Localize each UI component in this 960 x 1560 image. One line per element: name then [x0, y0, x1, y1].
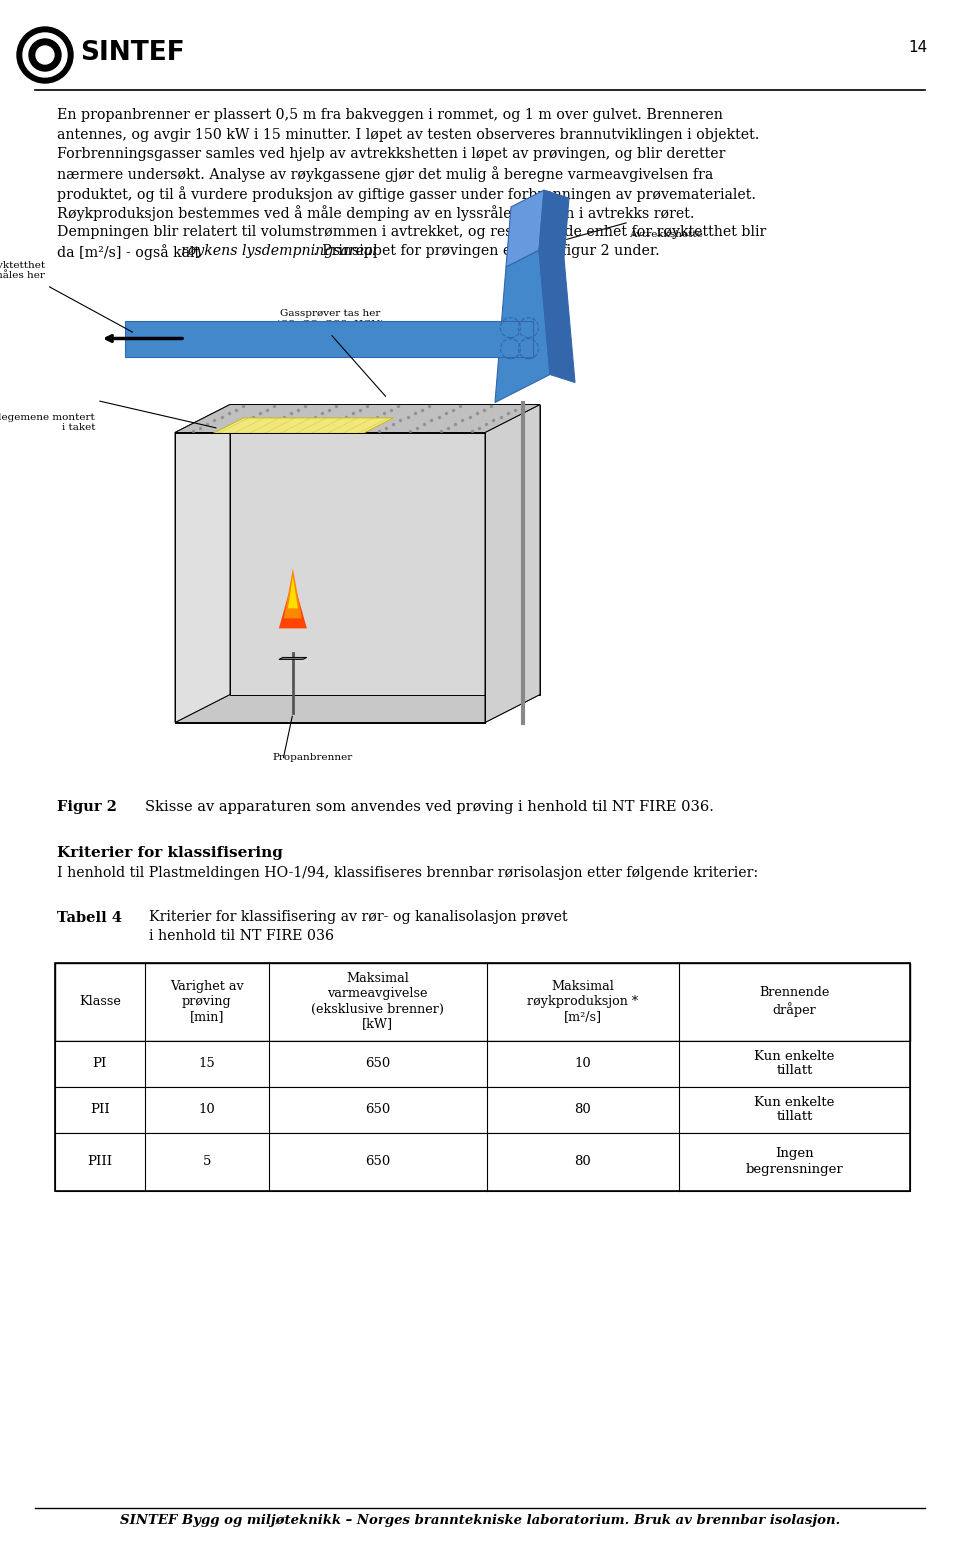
Text: 650: 650	[365, 1103, 391, 1115]
Bar	[55, 1086, 910, 1133]
Text: da [m²/s] - også kalt: da [m²/s] - også kalt	[57, 245, 204, 261]
Text: Brennende
dråper: Brennende dråper	[759, 986, 829, 1017]
Text: PI: PI	[93, 1058, 108, 1070]
Polygon shape	[125, 320, 533, 357]
Text: I henhold til Plastmeldingen HO-1/94, klassifiseres brennbar rørisolasjon etter : I henhold til Plastmeldingen HO-1/94, kl…	[57, 866, 758, 880]
Text: Forbrenningsgasser samles ved hjelp av avtrekkshetten i løpet av prøvingen, og b: Forbrenningsgasser samles ved hjelp av a…	[57, 147, 726, 161]
Text: 80: 80	[575, 1103, 591, 1115]
Text: Skisse av apparaturen som anvendes ved prøving i henhold til NT FIRE 036.: Skisse av apparaturen som anvendes ved p…	[145, 800, 714, 814]
Text: Optisk røyktetthet
måles her: Optisk røyktetthet måles her	[0, 261, 45, 281]
Polygon shape	[175, 694, 540, 722]
Text: Kun enkelte
tillatt: Kun enkelte tillatt	[755, 1050, 835, 1078]
Text: SINTEF: SINTEF	[80, 41, 184, 66]
Text: PII: PII	[90, 1103, 109, 1115]
Text: Figur 2: Figur 2	[57, 800, 117, 814]
Text: Dempningen blir relatert til volumstrømmen i avtrekket, og resulterende enhet fo: Dempningen blir relatert til volumstrømm…	[57, 225, 766, 239]
Text: Gassprøver tas her
(O2, CO, CO2, HCN): Gassprøver tas her (O2, CO, CO2, HCN)	[276, 309, 384, 329]
Text: Maksimal
varmeavgivelse
(eksklusive brenner)
[kW]: Maksimal varmeavgivelse (eksklusive bren…	[311, 972, 444, 1031]
Text: 14: 14	[909, 41, 928, 55]
Text: antennes, og avgir 150 kW i 15 minutter. I løpet av testen observeres brannutvik: antennes, og avgir 150 kW i 15 minutter.…	[57, 128, 759, 142]
Text: 10: 10	[575, 1058, 591, 1070]
Text: 650: 650	[365, 1154, 391, 1168]
Text: 650: 650	[365, 1058, 391, 1070]
Text: nærmere undersøkt. Analyse av røykgassene gjør det mulig å beregne varmeavgivels: nærmere undersøkt. Analyse av røykgassen…	[57, 167, 713, 183]
Circle shape	[36, 45, 54, 64]
Text: Varighet av
prøving
[min]: Varighet av prøving [min]	[170, 980, 244, 1023]
Text: Ingen
begrensninger: Ingen begrensninger	[746, 1148, 844, 1176]
Polygon shape	[175, 404, 230, 722]
Text: . Prinsippet for prøvingen er vist i figur 2 under.: . Prinsippet for prøvingen er vist i fig…	[313, 245, 660, 259]
Text: Tabell 4: Tabell 4	[57, 911, 122, 925]
Circle shape	[23, 33, 67, 76]
Text: 15: 15	[199, 1058, 215, 1070]
Polygon shape	[230, 404, 540, 694]
Polygon shape	[213, 418, 394, 434]
Polygon shape	[279, 657, 307, 660]
Polygon shape	[278, 579, 307, 629]
Text: Klasse: Klasse	[79, 995, 121, 1008]
Polygon shape	[539, 190, 569, 257]
Text: SINTEF Bygg og miljøteknikk – Norges branntekniske laboratorium. Bruk av brennba: SINTEF Bygg og miljøteknikk – Norges bra…	[120, 1515, 840, 1527]
Text: PIII: PIII	[87, 1154, 112, 1168]
Text: Røykproduksjon bestemmes ved å måle demping av en lyssråle i røyken i avtrekks r: Røykproduksjon bestemmes ved å måle demp…	[57, 206, 694, 222]
Text: Avtrekkshette: Avtrekkshette	[629, 229, 703, 239]
Text: 5: 5	[203, 1154, 211, 1168]
Polygon shape	[495, 250, 550, 402]
Text: Maksimal
røykproduksjon *
[m²/s]: Maksimal røykproduksjon * [m²/s]	[527, 980, 638, 1023]
Polygon shape	[485, 404, 540, 722]
Text: Kriterier for klassifisering: Kriterier for klassifisering	[57, 846, 283, 860]
Bar	[55, 1041, 910, 1086]
Text: En propanbrenner er plassert 0,5 m fra bakveggen i rommet, og 1 m over gulvet. B: En propanbrenner er plassert 0,5 m fra b…	[57, 108, 723, 122]
Text: 10: 10	[199, 1103, 215, 1115]
Text: Propanbrenner: Propanbrenner	[273, 753, 353, 763]
Circle shape	[17, 27, 73, 83]
Text: røykens lysdempningsareal: røykens lysdempningsareal	[180, 245, 376, 259]
Polygon shape	[288, 576, 298, 608]
Bar	[55, 1133, 910, 1190]
Circle shape	[29, 39, 61, 72]
Text: Prøvelegemene montert
i taket: Prøvelegemene montert i taket	[0, 412, 95, 432]
Text: i henhold til NT FIRE 036: i henhold til NT FIRE 036	[149, 928, 334, 942]
Polygon shape	[284, 568, 301, 618]
Polygon shape	[175, 404, 540, 432]
Polygon shape	[539, 250, 575, 382]
Text: Kriterier for klassifisering av rør- og kanalisolasjon prøvet: Kriterier for klassifisering av rør- og …	[149, 911, 567, 925]
Text: 80: 80	[575, 1154, 591, 1168]
Text: produktet, og til å vurdere produksjon av giftige gasser under forbrenningen av : produktet, og til å vurdere produksjon a…	[57, 186, 756, 201]
Text: Kun enkelte
tillatt: Kun enkelte tillatt	[755, 1095, 835, 1123]
Bar	[55, 963, 910, 1041]
Polygon shape	[506, 190, 544, 267]
Bar	[55, 963, 910, 1190]
